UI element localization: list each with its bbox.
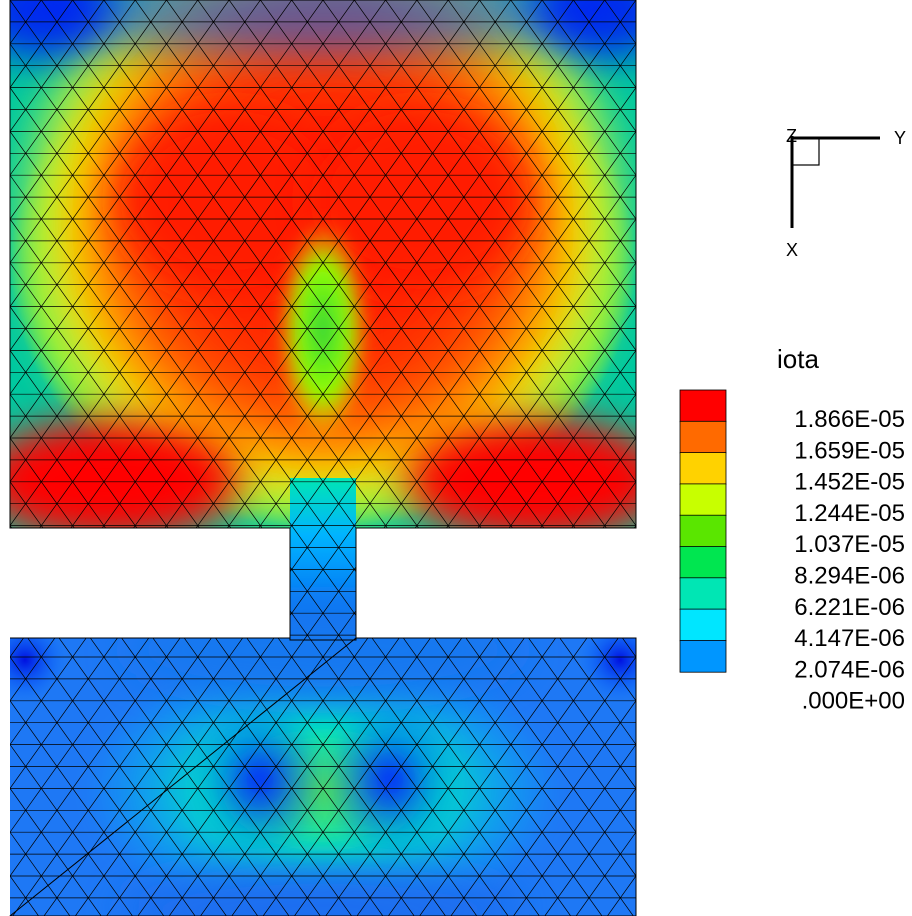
legend-swatch <box>679 420 727 454</box>
legend-level-label: 8.294E-06 <box>794 563 905 590</box>
legend-level-label: 1.659E-05 <box>794 437 905 464</box>
legend-swatch <box>679 483 727 517</box>
y-axis-label: Y <box>894 128 906 148</box>
legend-level-label: 2.074E-06 <box>794 656 905 683</box>
legend-level-label: 6.221E-06 <box>794 594 905 621</box>
legend-level-label: 1.244E-05 <box>794 500 905 527</box>
z-axis-box <box>791 137 820 166</box>
domain-outline <box>9 0 637 916</box>
legend-swatch <box>679 514 727 548</box>
legend-swatch <box>679 546 727 579</box>
legend-labels: 1.866E-05 1.659E-05 1.452E-05 1.244E-05 1.03… <box>794 406 905 715</box>
legend-colorbar <box>679 389 727 673</box>
legend-title: iota <box>777 344 819 374</box>
legend-swatch <box>679 452 727 485</box>
legend-swatch <box>679 389 727 423</box>
legend-level-label: 1.866E-05 <box>794 406 905 433</box>
axis-triad: Z Y X <box>786 126 906 260</box>
legend-level-label: 1.037E-05 <box>794 531 905 558</box>
x-axis-label: X <box>786 240 798 260</box>
z-axis-label: Z <box>786 126 797 146</box>
legend-level-label: 4.147E-06 <box>794 625 905 652</box>
legend-swatch <box>679 577 727 610</box>
legend-swatch <box>679 608 727 642</box>
legend-level-label: .000E+00 <box>802 688 905 715</box>
color-legend: iota 1.866E-05 1.659E-05 1.452E-05 1.244E-0… <box>679 344 905 715</box>
legend-swatch <box>679 640 727 673</box>
legend-level-label: 1.452E-05 <box>794 469 905 496</box>
